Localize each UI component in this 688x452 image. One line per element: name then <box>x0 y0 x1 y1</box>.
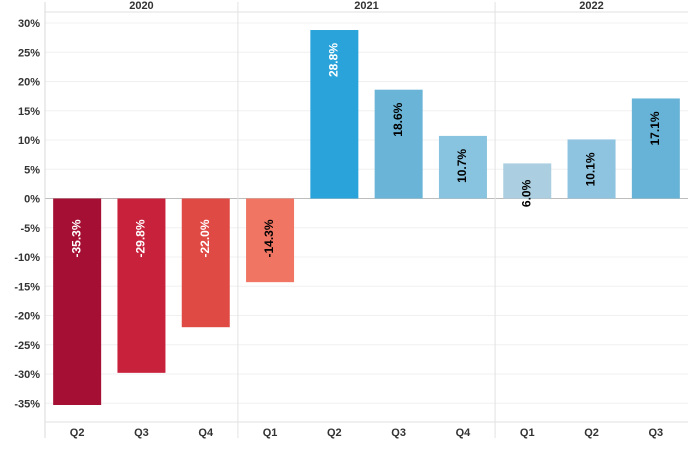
x-category-label: Q2 <box>584 427 599 439</box>
x-category-label: Q3 <box>134 427 149 439</box>
data-label: 28.8% <box>327 43 341 77</box>
x-category-label: Q1 <box>520 427 535 439</box>
year-header-label: 2022 <box>579 0 603 12</box>
data-label: -14.3% <box>262 219 276 257</box>
y-tick-label: 5% <box>24 164 40 176</box>
data-label: 17.1% <box>648 111 662 145</box>
y-tick-label: -25% <box>14 340 40 352</box>
y-tick-label: 10% <box>18 135 40 147</box>
bar <box>310 30 359 199</box>
x-category-label: Q4 <box>456 427 472 439</box>
x-category-label: Q2 <box>70 427 85 439</box>
bar <box>567 139 616 199</box>
bar <box>246 198 295 283</box>
y-tick-label: 25% <box>18 47 40 59</box>
x-category-label: Q1 <box>263 427 278 439</box>
y-tick-label: 15% <box>18 106 40 118</box>
data-label: 10.7% <box>455 149 469 183</box>
y-tick-label: -20% <box>14 311 40 323</box>
year-header-label: 2020 <box>129 0 153 12</box>
y-tick-label: -15% <box>14 281 40 293</box>
bar <box>631 98 680 199</box>
data-label: -29.8% <box>134 219 148 257</box>
bar <box>374 89 423 199</box>
data-label: -35.3% <box>69 219 83 257</box>
bar <box>117 198 166 373</box>
y-tick-label: -5% <box>20 223 40 235</box>
year-header-label: 2021 <box>354 0 378 12</box>
y-tick-label: -35% <box>14 398 40 410</box>
y-tick-label: 30% <box>18 18 40 30</box>
data-label: 18.6% <box>391 102 405 136</box>
bar <box>438 135 487 199</box>
y-tick-label: 20% <box>18 77 40 89</box>
y-tick-label: -30% <box>14 369 40 381</box>
y-tick-label: -10% <box>14 252 40 264</box>
data-label: 6.0% <box>519 179 533 207</box>
data-label: -22.0% <box>198 219 212 257</box>
bar <box>181 198 230 328</box>
x-category-label: Q4 <box>198 427 214 439</box>
x-category-label: Q3 <box>649 427 664 439</box>
y-tick-label: 0% <box>24 194 40 206</box>
x-category-label: Q2 <box>327 427 342 439</box>
bar <box>53 198 102 406</box>
bar <box>503 163 552 199</box>
data-label: 10.1% <box>584 152 598 186</box>
x-category-label: Q3 <box>391 427 406 439</box>
